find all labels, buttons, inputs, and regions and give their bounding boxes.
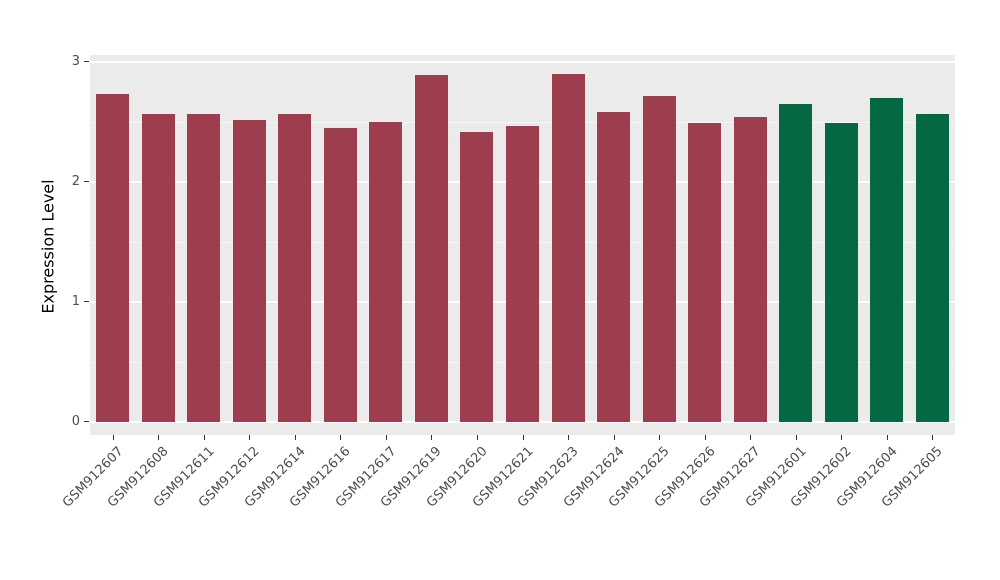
- x-tick-mark: [887, 435, 888, 440]
- bar-GSM912625: [643, 96, 676, 422]
- x-tick-mark: [841, 435, 842, 440]
- y-tick-label: 3: [71, 54, 80, 69]
- x-tick-mark: [705, 435, 706, 440]
- plot-panel: [90, 55, 955, 435]
- x-tick-mark: [614, 435, 615, 440]
- bar-GSM912627: [734, 117, 767, 422]
- x-tick-mark: [386, 435, 387, 440]
- x-tick-mark: [750, 435, 751, 440]
- x-tick-mark: [932, 435, 933, 440]
- y-tick-mark: [84, 301, 89, 302]
- bar-GSM912612: [233, 120, 266, 422]
- x-tick-mark: [204, 435, 205, 440]
- bar-GSM912607: [96, 94, 129, 422]
- bar-GSM912626: [688, 123, 721, 422]
- bar-GSM912608: [142, 114, 175, 422]
- bar-GSM912611: [187, 114, 220, 422]
- y-tick-mark: [84, 61, 89, 62]
- y-tick-mark: [84, 181, 89, 182]
- bar-GSM912614: [278, 114, 311, 422]
- bar-GSM912605: [916, 114, 949, 422]
- gridline-major: [90, 61, 955, 63]
- bar-GSM912623: [552, 74, 585, 422]
- x-tick-mark: [113, 435, 114, 440]
- bar-GSM912616: [324, 128, 357, 422]
- x-tick-mark: [295, 435, 296, 440]
- x-tick-mark: [340, 435, 341, 440]
- gridline-minor: [90, 122, 955, 123]
- x-tick-mark: [477, 435, 478, 440]
- x-tick-mark: [568, 435, 569, 440]
- bar-GSM912619: [415, 75, 448, 422]
- y-tick-mark: [84, 421, 89, 422]
- bar-GSM912617: [369, 122, 402, 422]
- gridline-major: [90, 421, 955, 423]
- x-tick-mark: [249, 435, 250, 440]
- x-tick-mark: [431, 435, 432, 440]
- bar-GSM912624: [597, 112, 630, 422]
- x-tick-mark: [659, 435, 660, 440]
- y-axis-title: Expression Level: [38, 179, 58, 314]
- bar-GSM912602: [825, 123, 858, 422]
- y-tick-label: 1: [71, 294, 80, 309]
- bar-GSM912604: [870, 98, 903, 422]
- bar-GSM912601: [779, 104, 812, 422]
- x-tick-mark: [523, 435, 524, 440]
- x-tick-mark: [796, 435, 797, 440]
- y-tick-label: 0: [71, 414, 80, 429]
- bar-GSM912621: [506, 126, 539, 422]
- bar-GSM912620: [460, 132, 493, 422]
- x-tick-mark: [158, 435, 159, 440]
- y-tick-label: 2: [71, 174, 80, 189]
